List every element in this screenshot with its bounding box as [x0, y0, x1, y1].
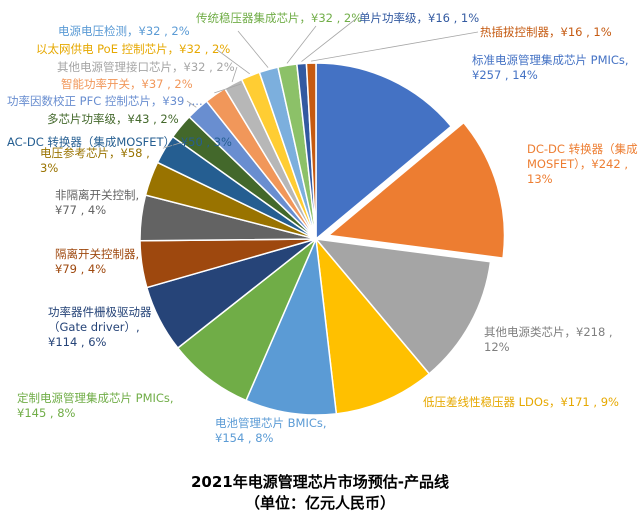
slice-data-label-line: ¥154 , 8% — [215, 431, 274, 445]
slice-data-label-line: 其他电源类芯片，¥218 , — [484, 325, 613, 339]
slice-data-label: DC-DC 转换器（集成 MOSFET），¥242 , 13% — [527, 142, 638, 186]
slice-data-label-line: 低压差线性稳压器 LDOs，¥171 , 9% — [423, 395, 619, 409]
leader-line — [214, 83, 242, 94]
slice-data-label-line: 以太网供电 PoE 控制芯片，¥32 , 2% — [36, 42, 230, 56]
slice-data-label: 电源电压检测，¥32 , 2% — [58, 24, 190, 38]
slice-data-label: 功率因数校正 PFC 控制芯片，¥39 ,... — [7, 94, 203, 108]
slice-data-label: 标准电源管理集成芯片 PMICs, ¥257 , 14% — [472, 53, 629, 82]
slice-data-label-line: ¥114 , 6% — [48, 335, 107, 349]
slice-data-label: 电压参考芯片，¥58 , 3% — [40, 146, 150, 175]
slice-data-label-line: ¥79 , 4% — [55, 262, 106, 276]
slice-data-label-line: 传统稳压器集成芯片，¥32 , 2% — [196, 11, 362, 25]
slice-data-label-line: ¥77 , 4% — [55, 203, 106, 217]
pie-slice — [245, 236, 338, 416]
slice-data-label-line: ¥257 , 14% — [472, 68, 538, 82]
slice-data-label-line: 其他电源管理接口芯片，¥32 , 2% — [57, 60, 235, 74]
slice-data-label: 单片功率级，¥16 , 1% — [359, 11, 479, 25]
slice-data-label: 其他电源管理接口芯片，¥32 , 2% — [57, 60, 235, 74]
pie-slices — [139, 62, 506, 416]
slice-data-label: 多芯片功率级，¥43 , 2% — [47, 112, 179, 126]
slice-data-label: 热插拔控制器，¥16 , 1% — [480, 25, 612, 39]
leader-line — [237, 30, 269, 68]
slice-data-label-line: 智能功率开关，¥37 , 2% — [61, 77, 193, 91]
leader-line — [186, 100, 197, 108]
pie-slice — [314, 238, 492, 375]
slice-data-label: 隔离开关控制器, ¥79 , 4% — [55, 247, 139, 276]
slice-data-label-line: 13% — [527, 172, 553, 186]
slice-data-label: 智能功率开关，¥37 , 2% — [61, 77, 193, 91]
pie-slice — [305, 62, 317, 240]
slice-data-label-line: 多芯片功率级，¥43 , 2% — [47, 112, 179, 126]
leader-line — [231, 66, 238, 83]
chart-subtitle: （单位：亿元人民币） — [245, 494, 395, 512]
pie-slice — [315, 62, 453, 241]
slice-data-label: AC-DC 转换器（集成MOSFET），¥50 , 3% — [7, 135, 232, 149]
slice-data-label-line: 定制电源管理集成芯片 PMICs, — [17, 391, 174, 405]
slice-data-label-line: 单片功率级，¥16 , 1% — [359, 11, 479, 25]
data-labels: 标准电源管理集成芯片 PMICs, ¥257 , 14% DC-DC 转换器（集成 M… — [7, 11, 638, 445]
slice-data-label: 以太网供电 PoE 控制芯片，¥32 , 2% — [36, 42, 230, 56]
chart-title: 2021年电源管理芯片市场预估-产品线 — [191, 473, 449, 491]
leader-line — [311, 31, 479, 62]
slice-data-label-line: 12% — [484, 340, 510, 354]
slice-data-label-line: 热插拔控制器，¥16 , 1% — [480, 25, 612, 39]
slice-data-label: 传统稳压器集成芯片，¥32 , 2% — [196, 11, 362, 25]
slice-data-label-line: 标准电源管理集成芯片 PMICs, — [472, 53, 629, 67]
slice-data-label-line: MOSFET），¥242 , — [527, 157, 628, 171]
slice-data-label: 非隔离开关控制, ¥77 , 4% — [55, 188, 139, 217]
slice-data-label: 低压差线性稳压器 LDOs，¥171 , 9% — [423, 395, 619, 409]
slice-data-label-line: 电压参考芯片，¥58 , — [40, 146, 150, 160]
slice-data-label-line: DC-DC 转换器（集成 — [527, 142, 638, 156]
slice-data-label: 其他电源类芯片，¥218 , 12% — [484, 325, 613, 354]
leader-line — [301, 17, 358, 62]
slice-data-label-line: 非隔离开关控制, — [55, 188, 139, 202]
slice-data-label-line: 3% — [40, 161, 58, 175]
slice-data-label: 功率器件栅极驱动器（Gate driver）, ¥114 , 6% — [48, 305, 152, 349]
slice-data-label-line: 电源电压检测，¥32 , 2% — [58, 24, 190, 38]
leader-line — [162, 142, 181, 149]
slice-data-label-line: （Gate driver）, — [48, 320, 140, 334]
slice-data-label: 电池管理芯片 BMICs, ¥154 , 8% — [215, 416, 327, 445]
leader-line — [215, 48, 250, 75]
slice-data-label-line: 电池管理芯片 BMICs, — [215, 416, 327, 430]
pie-slice — [314, 236, 431, 415]
slice-data-label-line: 功率因数校正 PFC 控制芯片，¥39 ,... — [7, 94, 203, 108]
leader-line — [286, 25, 317, 64]
leader-lines — [162, 17, 479, 149]
slice-data-label-line: ¥145 , 8% — [17, 406, 76, 420]
slice-data-label-line: 隔离开关控制器, — [55, 247, 139, 261]
pie-slice — [326, 121, 506, 259]
slice-data-label-line: 功率器件栅极驱动器 — [48, 305, 152, 319]
slice-data-label-line: AC-DC 转换器（集成MOSFET），¥50 , 3% — [7, 135, 232, 149]
slice-data-label: 定制电源管理集成芯片 PMICs, ¥145 , 8% — [17, 391, 174, 420]
